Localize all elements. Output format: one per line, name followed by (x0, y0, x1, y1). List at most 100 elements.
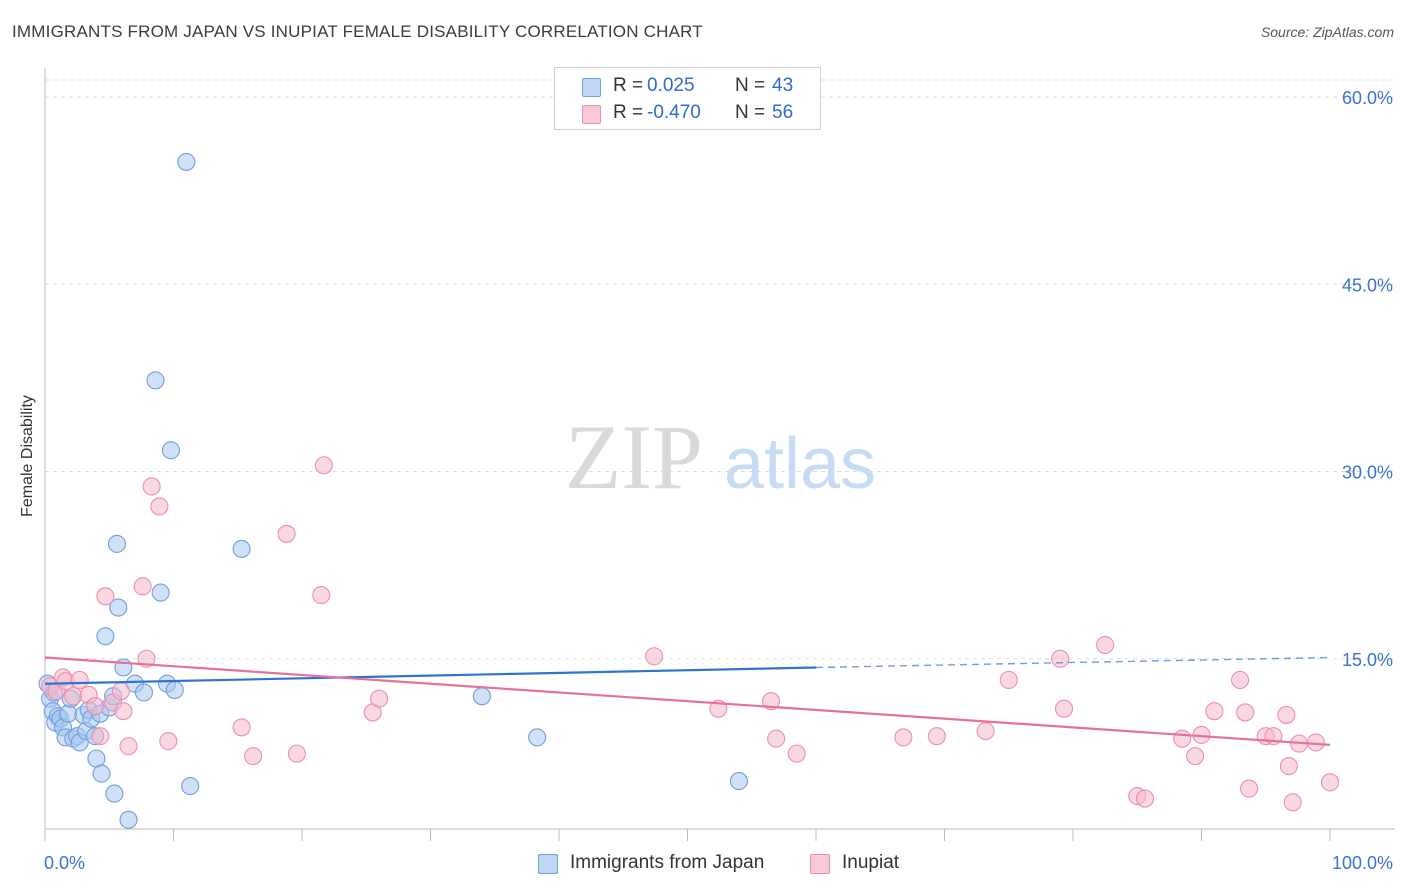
point-inupiat (70, 670, 89, 690)
trend-line-japan-extension (815, 656, 1331, 669)
trend-line-japan (44, 666, 817, 685)
point-japan (119, 810, 138, 829)
legend-swatch-inupiat (810, 854, 830, 874)
point-japan (232, 539, 251, 558)
gridlines (45, 79, 1395, 660)
point-japan (151, 583, 170, 602)
point-inupiat (1306, 733, 1325, 752)
point-inupiat (91, 727, 110, 746)
point-inupiat (232, 718, 251, 737)
point-inupiat (1096, 635, 1115, 655)
watermark-zip: ZIP (565, 406, 703, 508)
point-inupiat (1051, 649, 1070, 668)
legend-n-value: 43 (772, 75, 794, 96)
trend-lines (44, 656, 1331, 746)
point-inupiat (645, 647, 664, 666)
point-inupiat (96, 587, 115, 606)
legend-r-value: 0.025 (647, 75, 695, 96)
point-japan (146, 371, 165, 390)
point-japan (161, 441, 180, 460)
x-tick-label: 0.0% (44, 853, 85, 873)
point-inupiat (1277, 705, 1296, 724)
legend-n-label: N = (735, 102, 766, 123)
watermark-atlas: atlas (724, 424, 876, 504)
point-inupiat (114, 702, 133, 721)
legend-swatch-japan (538, 854, 558, 874)
point-japan (96, 627, 115, 646)
point-inupiat (1173, 729, 1192, 748)
point-inupiat (927, 727, 946, 746)
trend-line-inupiat (44, 656, 1331, 746)
point-inupiat (137, 649, 156, 668)
point-inupiat (999, 670, 1018, 690)
point-japan (92, 764, 111, 783)
point-japan (87, 749, 106, 768)
point-inupiat (787, 744, 806, 763)
point-japan (109, 598, 128, 617)
legend-r-label: R = (613, 102, 644, 123)
point-inupiat (287, 744, 306, 763)
point-inupiat (1231, 670, 1250, 690)
correlation-legend: R = 0.025 N = 43 R = -0.470 N = 56 (554, 67, 821, 130)
point-inupiat (1135, 789, 1155, 808)
legend-swatch-japan (582, 78, 601, 97)
point-japan (59, 704, 78, 723)
y-tick-label: 30.0% (1342, 463, 1393, 483)
point-inupiat (133, 577, 152, 596)
chart-title: IMMIGRANTS FROM JAPAN VS INUPIAT FEMALE … (12, 22, 703, 41)
point-inupiat (1205, 702, 1224, 721)
point-japan (181, 777, 200, 796)
legend-swatch-inupiat (582, 105, 601, 124)
legend-row-inupiat: R = -0.470 N = 56 (555, 102, 820, 126)
point-inupiat (894, 728, 913, 747)
series-inupiat-points (41, 456, 1340, 812)
legend-row-japan: R = 0.025 N = 43 (555, 75, 820, 99)
axes (44, 68, 1395, 841)
legend-r-value: -0.470 (647, 102, 701, 123)
y-tick-label: 15.0% (1342, 650, 1393, 670)
y-tick-label: 60.0% (1342, 88, 1393, 108)
point-inupiat (64, 687, 83, 706)
point-inupiat (1054, 699, 1074, 718)
point-japan (165, 680, 184, 700)
legend-r-label: R = (613, 75, 644, 96)
legend-n-value: 56 (772, 102, 794, 123)
series-legend: Immigrants from Japan Inupiat (0, 852, 1406, 878)
point-japan (134, 683, 153, 702)
point-inupiat (1239, 779, 1259, 798)
x-tick-label: 100.0% (1332, 853, 1393, 873)
point-inupiat (370, 689, 389, 708)
point-inupiat (277, 524, 296, 543)
point-inupiat (976, 722, 995, 741)
source-label: Source: ZipAtlas.com (1260, 24, 1394, 40)
point-inupiat (1186, 747, 1205, 766)
legend-n-label: N = (735, 75, 766, 96)
point-japan (177, 152, 196, 171)
legend-label-inupiat: Inupiat (842, 852, 900, 873)
point-inupiat (142, 477, 161, 496)
point-japan (729, 772, 748, 791)
point-inupiat (111, 682, 130, 701)
watermark: ZIP atlas (565, 406, 876, 508)
y-tick-label: 45.0% (1342, 275, 1393, 295)
tick-labels: 15.0% 30.0% 45.0% 60.0% 0.0% 100.0% (44, 88, 1393, 873)
point-inupiat (1279, 757, 1298, 776)
point-inupiat (1283, 793, 1302, 812)
point-japan (107, 534, 127, 553)
point-inupiat (767, 729, 786, 748)
point-inupiat (1320, 773, 1340, 792)
point-inupiat (86, 697, 105, 716)
point-inupiat (314, 456, 333, 475)
legend-label-japan: Immigrants from Japan (570, 852, 765, 873)
point-inupiat (119, 737, 138, 756)
point-japan (105, 784, 124, 803)
point-inupiat (312, 586, 331, 605)
point-inupiat (244, 747, 263, 766)
point-japan (472, 687, 491, 706)
point-inupiat (761, 692, 781, 711)
point-inupiat (159, 732, 178, 751)
point-inupiat (1236, 703, 1255, 722)
point-inupiat (150, 497, 169, 516)
point-japan (528, 728, 547, 747)
